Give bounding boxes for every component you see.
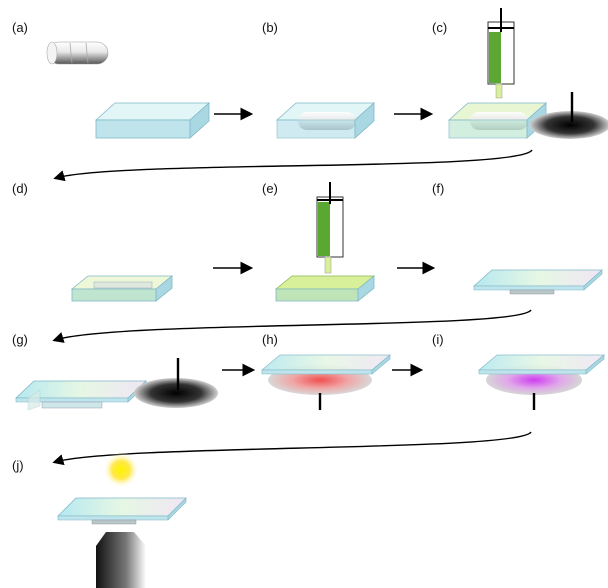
syringe-icon <box>487 8 515 99</box>
coverslip-magenta <box>477 354 606 375</box>
arrow-i-j <box>52 431 532 466</box>
cylinder-mold-icon <box>46 41 109 65</box>
panel-label-i: (i) <box>432 332 444 347</box>
coverslip-flipped <box>14 380 148 411</box>
arrow-f-g <box>52 309 532 343</box>
container-with-mold <box>275 102 376 139</box>
container-filling <box>447 102 548 139</box>
coverslip-red <box>260 354 392 375</box>
panel-label-c: (c) <box>432 20 448 35</box>
panel-label-a: (a) <box>12 20 28 35</box>
light-source-icon <box>103 452 139 488</box>
panel-label-j: (j) <box>12 458 24 473</box>
empty-glass-container <box>94 102 211 139</box>
magnetic-stirrer-icon <box>530 92 608 139</box>
syringe-icon <box>316 182 344 274</box>
panel-label-f: (f) <box>432 181 445 196</box>
objective-icon <box>96 532 146 588</box>
gel-block-with-channel <box>70 275 174 302</box>
panel-label-h: (h) <box>262 332 278 347</box>
panel-label-d: (d) <box>12 181 28 196</box>
coverslip-imaging <box>57 497 187 525</box>
panel-label-g: (g) <box>12 332 28 347</box>
gel-block-filled <box>274 275 376 302</box>
arrow-c-d <box>53 149 533 182</box>
panel-label-e: (e) <box>262 181 278 196</box>
magnetic-stirrer-icon <box>134 358 218 408</box>
coverslip-with-gel <box>472 269 604 295</box>
panel-label-b: (b) <box>262 20 278 35</box>
